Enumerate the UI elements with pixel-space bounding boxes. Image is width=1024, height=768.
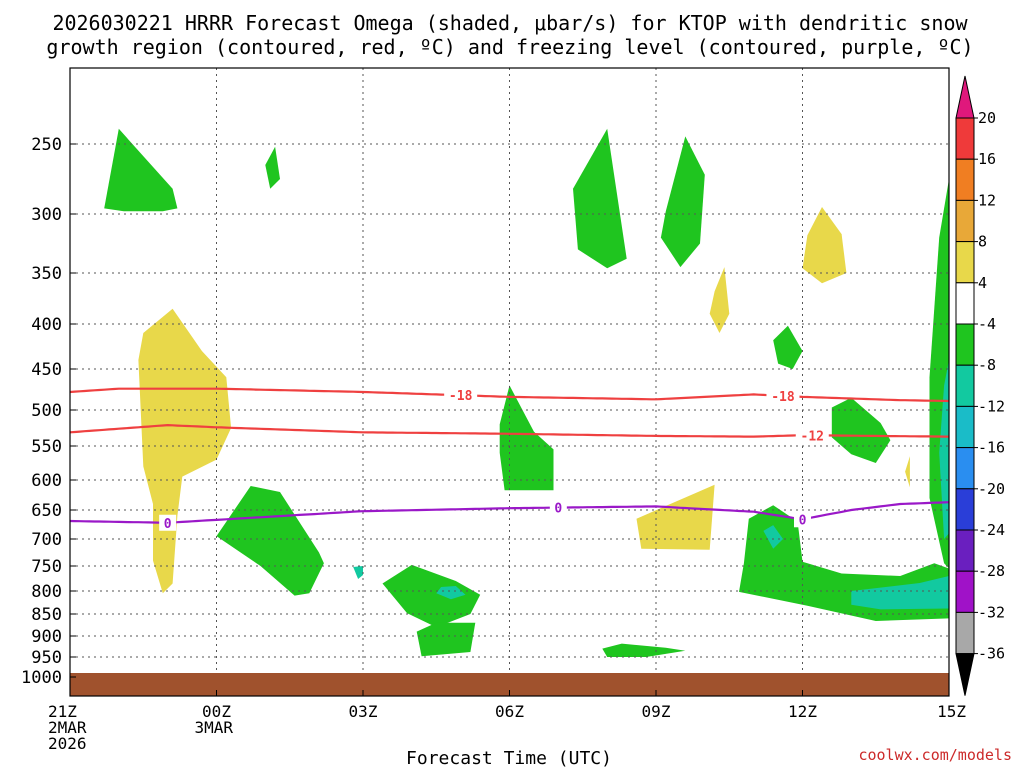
omega-region-13: [851, 576, 949, 610]
colorbar-tick-label-1: 16: [978, 150, 996, 168]
omega-region-21: [636, 484, 715, 550]
contour-label-freezing-level-0-2: 0: [799, 513, 807, 528]
contour-label-bg-freezing-level-0-2: [794, 511, 811, 528]
x-tick-label-18-0: 15Z: [937, 702, 966, 721]
contour-label-bg-dgz-minus18-1: [766, 387, 800, 404]
omega-region-14: [939, 360, 949, 539]
colorbar-bin-12: [955, 611, 975, 655]
x-tick-label-9-0: 06Z: [495, 702, 524, 721]
chart-title-line-2: growth region (contoured, red, ºC) and f…: [46, 35, 973, 59]
y-tick-label-300: 300: [31, 205, 62, 225]
y-tick-label-250: 250: [31, 135, 62, 155]
colorbar-bin-3: [955, 241, 975, 284]
colorbar-bin-6: [955, 364, 975, 407]
omega-region-20: [709, 267, 730, 333]
contour-label-freezing-level-0-0: 0: [164, 517, 172, 532]
contour-label-bg-freezing-level-0-0: [159, 514, 177, 531]
contour-label-freezing-level-0-1: 0: [554, 502, 562, 517]
contour-label-bg-freezing-level-0-1: [549, 499, 567, 516]
contour-label-bg-dgz-minus18-0: [444, 387, 478, 404]
colorbar-top-arrow: [955, 75, 975, 119]
y-tick-label-500: 500: [31, 401, 62, 421]
colorbar-tick-label-4: 4: [978, 274, 987, 292]
omega-region-8: [382, 564, 481, 628]
omega-region-16: [436, 586, 466, 600]
omega-region-15: [763, 525, 783, 549]
colorbar-bin-11: [955, 570, 975, 613]
x-tick-label-6-0: 03Z: [349, 702, 378, 721]
colorbar-tick-label-8: -16: [978, 439, 1005, 457]
colorbar-bin-4: [955, 282, 975, 325]
x-tick-label-15-0: 12Z: [788, 702, 817, 721]
y-tick-label-950: 950: [31, 648, 62, 668]
y-tick-label-750: 750: [31, 557, 62, 577]
colorbar-bin-5: [955, 323, 975, 366]
colorbar-bottom-arrow: [955, 653, 975, 696]
x-tick-label-12-0: 09Z: [642, 702, 671, 721]
colorbar-tick-label-3: 8: [978, 233, 987, 251]
contour-dgz-minus18: [70, 387, 949, 403]
y-tick-label-700: 700: [31, 530, 62, 550]
y-tick-label-1000: 1000: [21, 668, 62, 688]
colorbar-tick-label-9: -20: [978, 480, 1005, 498]
contour-label-dgz-minus18-0: -18: [449, 389, 473, 404]
omega-region-19: [802, 207, 847, 284]
omega-region-9: [416, 622, 476, 657]
y-tick-label-450: 450: [31, 360, 62, 380]
omega-region-6: [831, 397, 891, 463]
plot-area: -18 -18 -12 0 0 0: [69, 67, 950, 697]
omega-region-2: [573, 128, 627, 269]
omega-region-4: [773, 325, 803, 369]
colorbar-tick-label-13: -36: [978, 645, 1005, 663]
omega-region-1: [265, 146, 280, 189]
colorbar-tick-label-7: -12: [978, 397, 1005, 415]
x-tick-label-0-0: 21Z: [48, 702, 77, 721]
ground-surface: [70, 673, 949, 696]
y-tick-label-900: 900: [31, 627, 62, 647]
colorbar-bin-1: [955, 158, 975, 201]
colorbar-tick-label-10: -24: [978, 521, 1005, 539]
colorbar-tick-label-2: 12: [978, 191, 996, 209]
colorbar-tick-label-12: -32: [978, 603, 1005, 621]
omega-region-5: [499, 385, 554, 491]
x-tick-label-3-1: 3MAR: [195, 718, 234, 737]
colorbar-bin-10: [955, 529, 975, 572]
y-tick-label-650: 650: [31, 501, 62, 521]
omega-region-7: [216, 486, 324, 596]
credit-text: coolwx.com/models: [858, 746, 1012, 764]
colorbar-bin-7: [955, 405, 975, 449]
colorbar-bin-9: [955, 488, 975, 531]
chart-title-line-1: 2026030221 HRRR Forecast Omega (shaded, …: [52, 11, 968, 35]
colorbar-bin-8: [955, 447, 975, 490]
colorbar-tick-label-11: -28: [978, 562, 1005, 580]
omega-region-0: [104, 128, 178, 212]
colorbar-tick-label-5: -4: [978, 315, 996, 333]
y-tick-label-850: 850: [31, 605, 62, 625]
omega-region-17: [353, 566, 363, 579]
x-tick-label-0-1: 2MAR: [48, 718, 87, 737]
omega-region-22: [905, 456, 910, 488]
omega-region-10: [602, 643, 686, 657]
x-tick-label-3-0: 00Z: [202, 702, 231, 721]
y-tick-label-550: 550: [31, 437, 62, 457]
y-tick-label-800: 800: [31, 582, 62, 602]
x-tick-label-0-2: 2026: [48, 734, 87, 753]
y-tick-label-350: 350: [31, 264, 62, 284]
colorbar-tick-label-0: 20: [978, 109, 996, 127]
contour-label-dgz-minus12-0: -12: [801, 429, 824, 444]
y-tick-label-600: 600: [31, 471, 62, 491]
x-axis-label: Forecast Time (UTC): [406, 748, 612, 768]
colorbar-tick-label-6: -8: [978, 356, 996, 374]
colorbar-bin-2: [955, 199, 975, 243]
contour-label-bg-dgz-minus12-0: [795, 427, 829, 444]
omega-region-3: [660, 136, 705, 268]
colorbar-bin-0: [955, 117, 975, 160]
contour-label-dgz-minus18-1: -18: [771, 390, 795, 405]
y-tick-label-400: 400: [31, 315, 62, 335]
